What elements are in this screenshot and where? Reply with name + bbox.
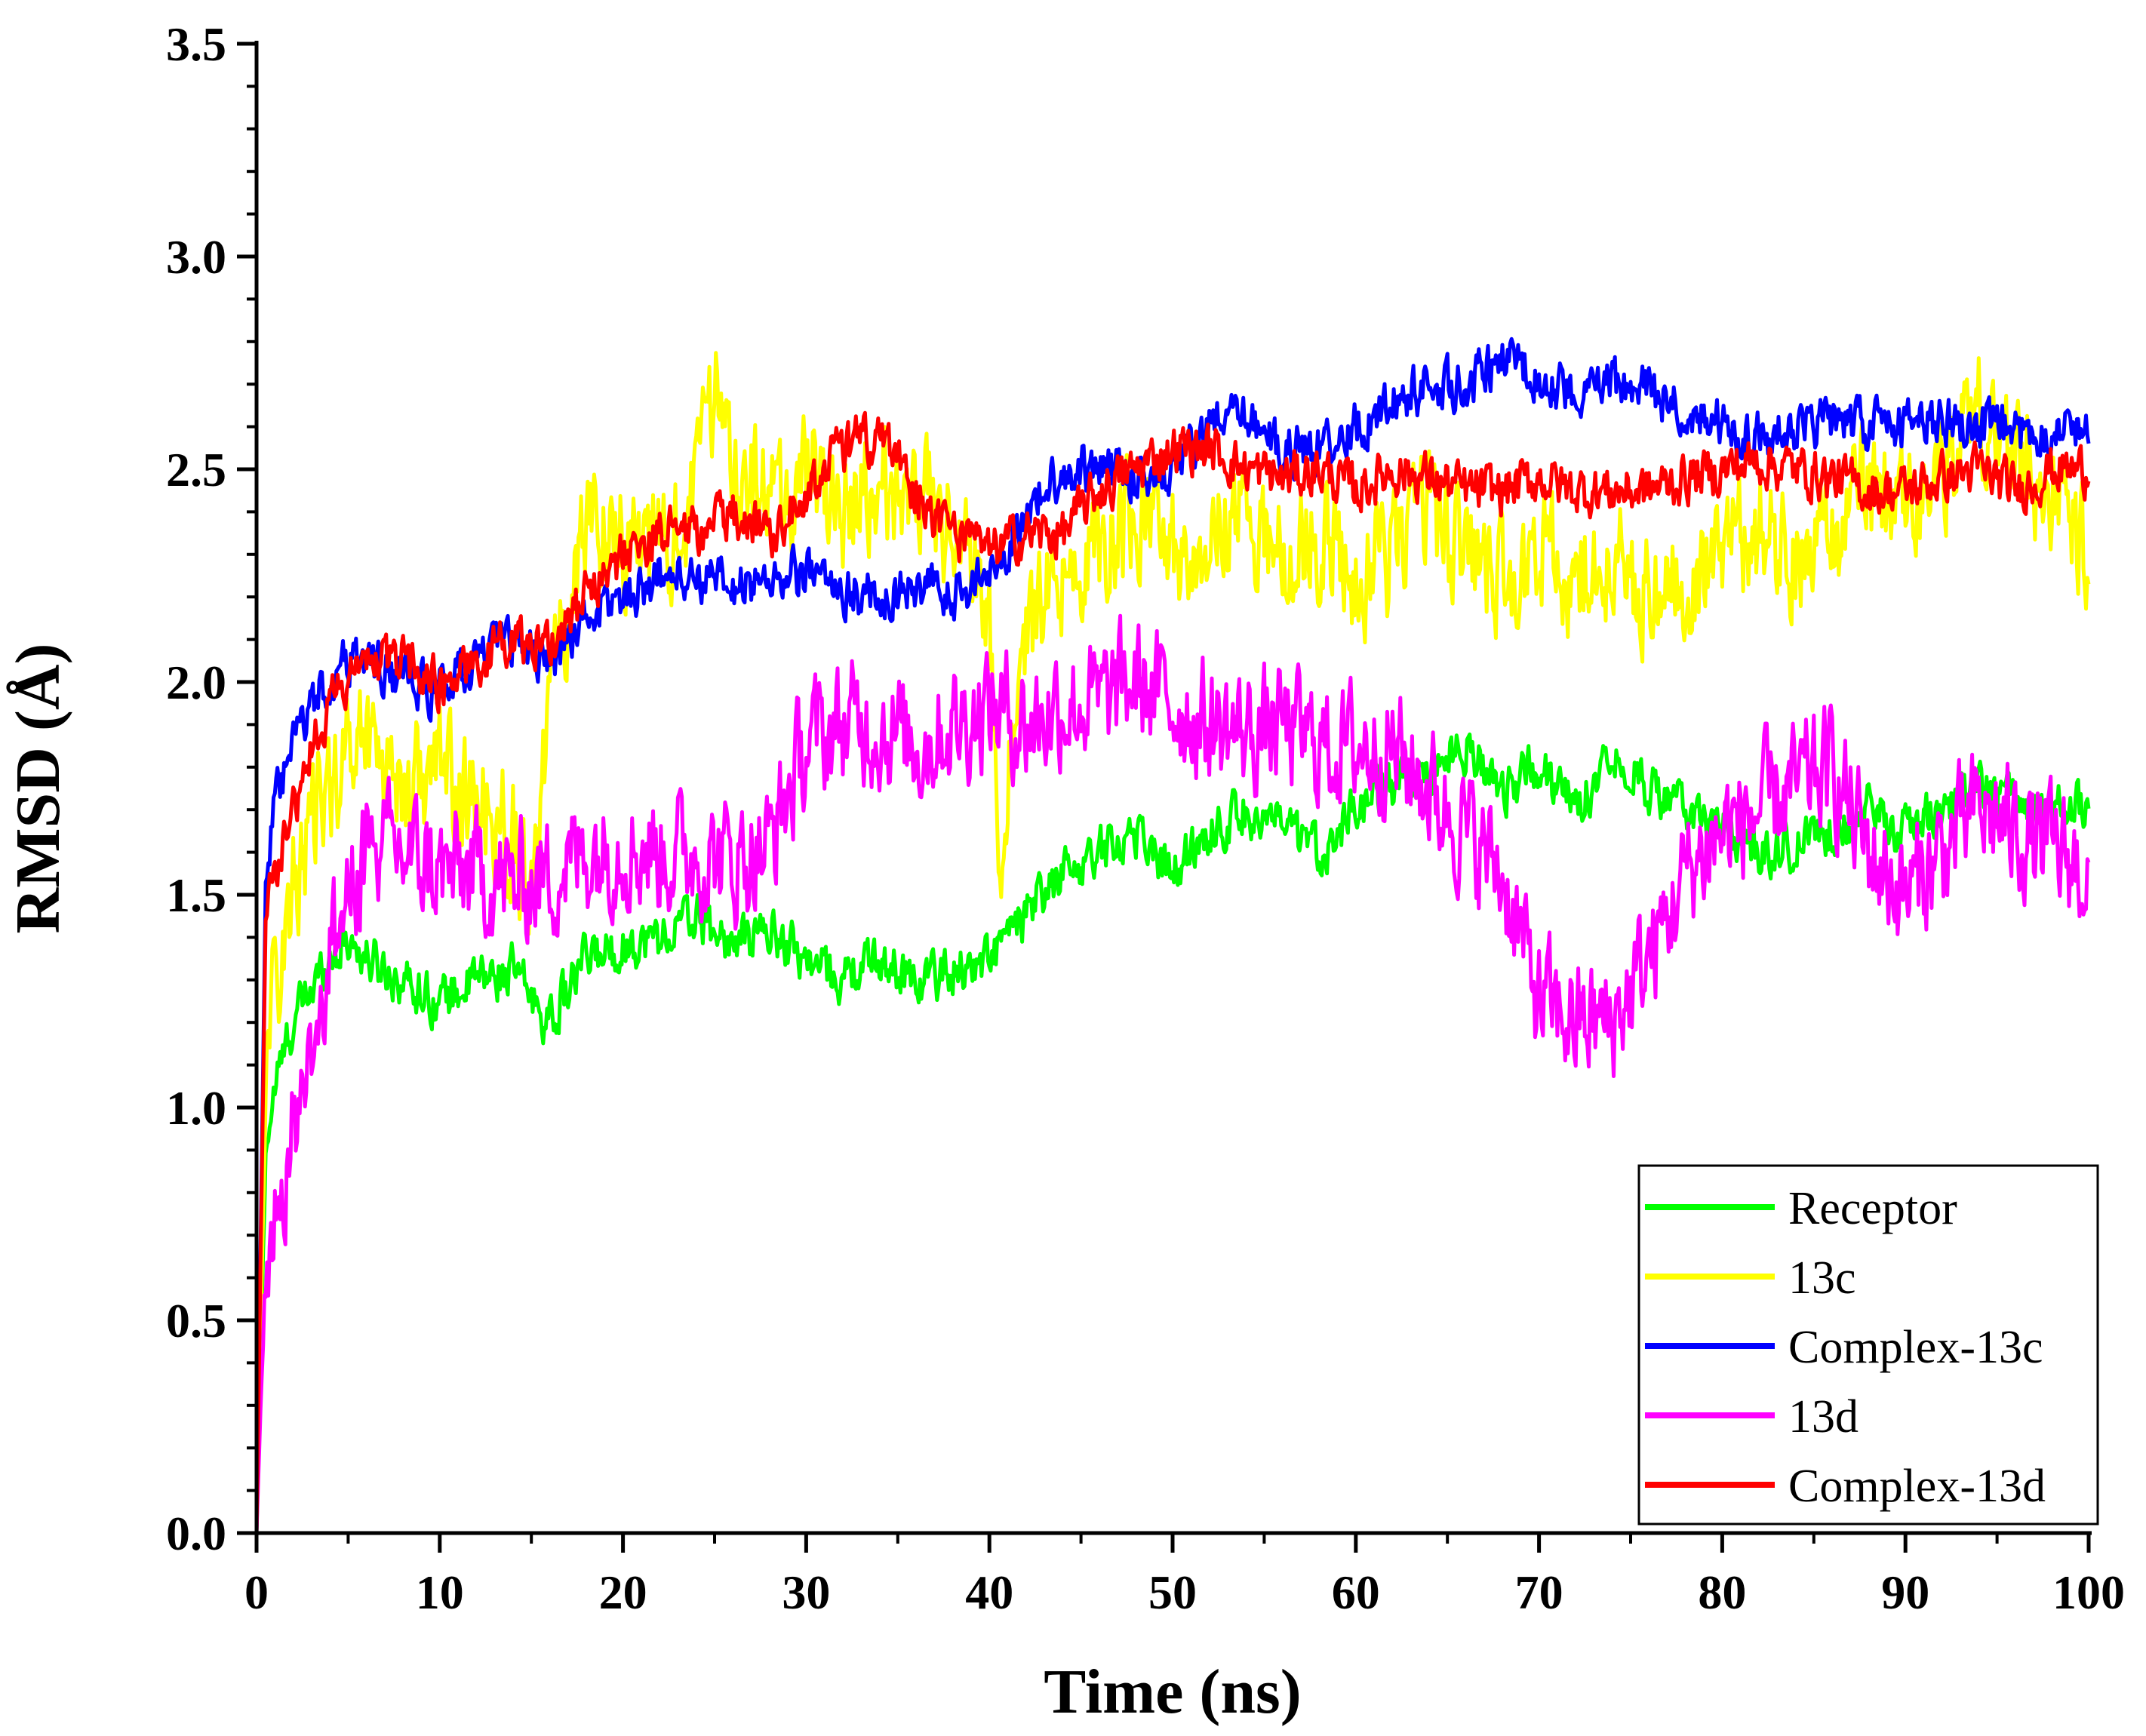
series-layer [254, 336, 2091, 1534]
legend-label: Receptor [1788, 1183, 1957, 1234]
y-tick-label: 0.0 [166, 1507, 226, 1560]
axes-layer: 0 10 20 30 40 50 60 70 80 90 100 0.0 0.5 1.0 1.5 2.0 2.5… [166, 17, 2125, 1619]
legend-label: 13d [1788, 1391, 1859, 1443]
x-tick-label: 50 [1148, 1565, 1197, 1619]
y-axis-title: RMSD (Å) [3, 644, 73, 934]
legend-label: 13c [1788, 1252, 1856, 1304]
x-tick-label: 0 [244, 1565, 269, 1619]
legend-label: Complex-13c [1788, 1322, 2043, 1373]
x-tick-label: 20 [599, 1565, 647, 1619]
x-axis-title: Time (ns) [1044, 1657, 1301, 1727]
y-tick-label: 3.5 [166, 17, 226, 71]
x-tick-label: 80 [1698, 1565, 1746, 1619]
legend: Receptor 13c Complex-13c 13d Complex-13d [1637, 1164, 2099, 1526]
x-tick-label: 100 [2052, 1565, 2125, 1619]
x-tick-label: 60 [1332, 1565, 1380, 1619]
y-tick-label: 1.5 [166, 868, 226, 922]
x-tick-label: 10 [416, 1565, 464, 1619]
y-tick-label: 3.0 [166, 230, 226, 284]
x-tick-label: 40 [965, 1565, 1013, 1619]
series-line-13c [254, 351, 2091, 1534]
y-tick-label: 2.0 [166, 656, 226, 709]
y-tick-label: 2.5 [166, 443, 226, 496]
series-line-13d [254, 613, 2091, 1534]
series-line-receptor [254, 732, 2091, 1534]
x-tick-label: 30 [782, 1565, 830, 1619]
legend-label: Complex-13d [1788, 1461, 2046, 1512]
x-tick-label: 90 [1881, 1565, 1929, 1619]
x-tick-label: 70 [1515, 1565, 1563, 1619]
y-tick-label: 1.0 [166, 1081, 226, 1135]
series-line-complex-13d [254, 410, 2091, 1534]
y-tick-label: 0.5 [166, 1294, 226, 1347]
